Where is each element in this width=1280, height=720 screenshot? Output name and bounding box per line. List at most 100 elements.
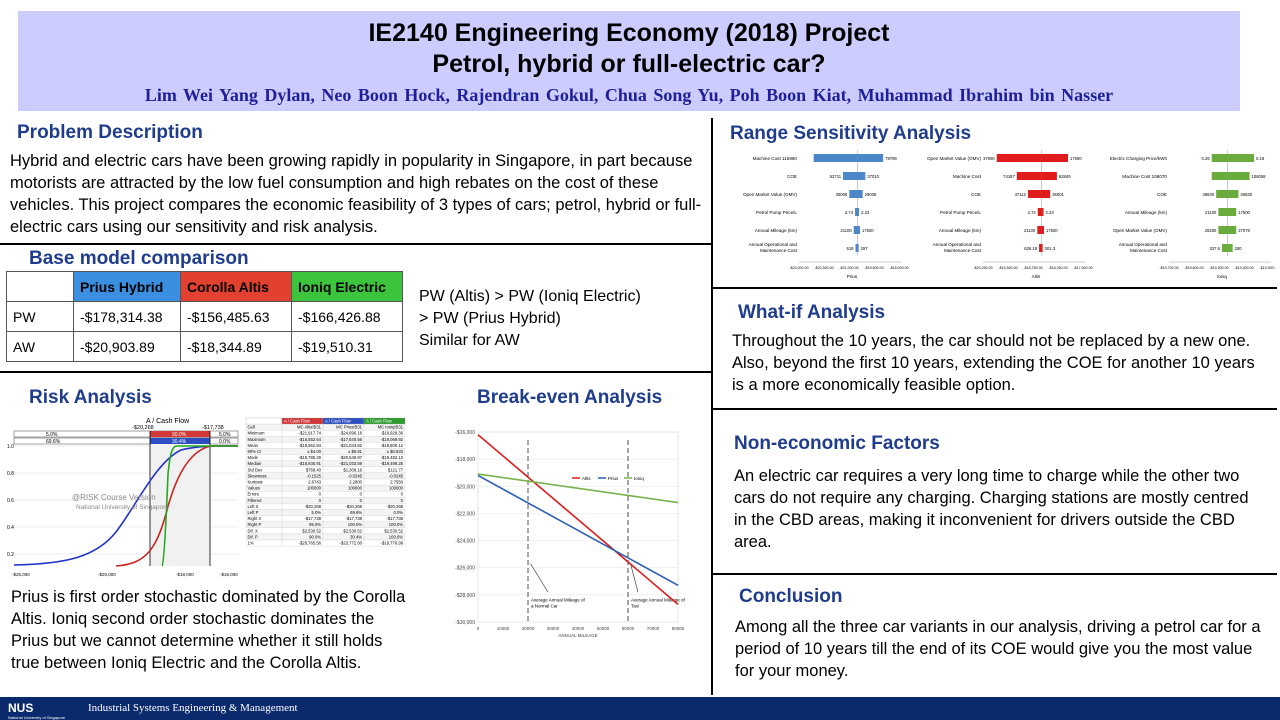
stats-cell-text: Std Dev <box>248 467 264 472</box>
stats-cell-text: 0 <box>401 492 404 497</box>
stats-cell <box>322 491 365 498</box>
risk-y-tick: 1.0 <box>7 444 14 450</box>
tornado-label: Maintenance Cost <box>760 248 798 253</box>
x-tick-label: 0 <box>477 626 480 631</box>
stats-cell-text: ± $6.81 <box>348 449 363 454</box>
tornado-bar <box>1041 226 1044 234</box>
stats-cell-text: 30.4% <box>350 534 362 539</box>
tornado-bar <box>1039 244 1042 252</box>
stats-cell-text: ± $0.633 <box>387 449 404 454</box>
stats-cell-text: 90% CI <box>248 449 262 454</box>
breakeven-heading: Break-even Analysis <box>477 387 663 408</box>
annotation-normal-car-2: a Normal Car <box>531 604 558 609</box>
divider-noneco <box>711 573 1277 575</box>
risk-y-tick: 0.2 <box>7 552 14 558</box>
series-line-altis <box>477 434 679 605</box>
tornado-bar <box>1027 190 1042 198</box>
stats-cell-text: Minimum <box>248 431 265 436</box>
risk-y-tick: 0.6 <box>7 498 14 504</box>
tornado-value: 36001 <box>1052 192 1064 197</box>
x-tick-label: 30000 <box>547 626 560 631</box>
risk-heading: Risk Analysis <box>29 387 152 408</box>
range-charts: Machine Cost 116960 78799 COE 53711 37010 Ope… <box>725 148 1279 284</box>
table-row: PW -$178,314.38 -$156,485.63 -$166,426.8… <box>6 301 403 332</box>
x-tick-label: 50000 <box>597 626 610 631</box>
stats-cell-text: Left X <box>248 504 259 509</box>
stats-cell-text: 0 <box>319 492 322 497</box>
tornado-value: 47112 <box>1015 192 1027 197</box>
tornado-panel <box>1095 148 1275 284</box>
y-tick-label: -$16,000 <box>455 430 475 436</box>
tornado-bar <box>1211 154 1228 162</box>
tornado-label: Machine Cost 116960 <box>753 156 798 161</box>
tornado-value: 17500 <box>862 228 874 233</box>
stats-cell-text: $769.40 <box>306 467 322 472</box>
tornado-title: Ioniq <box>1217 274 1227 279</box>
tornado-bar <box>857 154 884 162</box>
legend-label: Prius <box>608 476 619 481</box>
tornado-x-tick: -$18,750.00 <box>1023 266 1042 270</box>
series-line-ioniq <box>477 473 679 504</box>
risk-band-label: 5.0% <box>46 432 58 438</box>
x-tick-label: 70000 <box>647 626 660 631</box>
tornado-value: 17690 <box>1070 156 1082 161</box>
breakeven-svg: -$16,000 -$18,000 -$20,000 -$22,000 -$24,000… <box>455 430 685 638</box>
stats-cell-text: MC Ioniq!B31 <box>378 425 404 430</box>
tornado-bar <box>1037 208 1042 216</box>
stats-cell-text: $1,309.16 <box>343 467 362 472</box>
tornado-label: Annual Operational and <box>749 242 798 247</box>
tornado-bar <box>1041 208 1044 216</box>
tornado-value: 37690 <box>983 156 995 161</box>
tornado-bar <box>1218 208 1228 216</box>
divider-range <box>711 287 1277 289</box>
stats-cell-text: Skewness <box>248 473 267 478</box>
tornado-bar <box>857 244 859 252</box>
divider-whatif <box>711 408 1277 410</box>
stats-cell-text: -$20,268 <box>386 504 403 509</box>
tornado-bar <box>857 172 866 180</box>
whatif-heading: What-if Analysis <box>738 302 886 323</box>
tornado-value: 297 <box>861 246 869 251</box>
tornado-x-tick: -$19,400.00 <box>1234 266 1253 270</box>
stats-cell-text: -$21,033.59 <box>340 461 363 466</box>
tornado-bar <box>857 190 863 198</box>
tornado-label: Annual Mileage (km) <box>755 228 798 233</box>
tornado-x-tick: -$19,500.00 <box>864 266 883 270</box>
stats-cell-text: 100.0% <box>348 522 362 527</box>
tornado-value: 21100 <box>840 228 852 233</box>
tornado-x-tick: -$18,250.00 <box>1048 266 1067 270</box>
tornado-value: 0.18 <box>1256 156 1265 161</box>
divider-base <box>0 371 711 373</box>
stats-cell <box>281 497 324 504</box>
tornado-label: Annual Mileage (km) <box>1125 210 1168 215</box>
nus-logo-sub: National University of Singapore <box>8 715 66 720</box>
legend-label: Ioniq <box>634 476 644 481</box>
table-cell: -$20,903.89 <box>73 331 181 362</box>
ioniq-cdf-line <box>161 445 238 567</box>
stats-header-text: A / Cash Flow <box>284 419 311 424</box>
tornado-x-tick: -$17,500.00 <box>1073 266 1092 270</box>
stats-cell-text: 1% <box>248 541 254 546</box>
title-banner: IE2140 Engineering Economy (2018) Projec… <box>18 11 1240 111</box>
tornado-label: Machine Cost <box>953 174 982 179</box>
center-divider <box>711 118 713 695</box>
annotation-taxi-2: Taxi <box>631 604 639 609</box>
stats-cell-text: -$17,738 <box>386 516 403 521</box>
stats-cell-text: -$19,482.13 <box>381 455 404 460</box>
x-axis-label: ANNUAL MILEAGE <box>558 633 597 638</box>
base-comparison-table: Prius Hybrid Corolla Altis Ioniq Electri… <box>6 271 403 362</box>
stats-cell <box>281 491 324 498</box>
stats-cell-text: 95.0% <box>309 522 321 527</box>
tornado-bar <box>1016 172 1042 180</box>
tornado-value: 618 <box>847 246 855 251</box>
y-tick-label: -$28,000 <box>455 593 475 599</box>
tornado-value: 29008 <box>865 192 877 197</box>
stats-cell-text: 100000 <box>307 486 322 491</box>
conclusion-heading: Conclusion <box>739 586 843 607</box>
footer-dept: Industrial Systems Engineering & Managem… <box>88 702 298 714</box>
tornado-bar <box>1037 226 1042 234</box>
tornado-bar <box>1041 154 1069 162</box>
stats-header-text: A / Cash Flow <box>366 419 393 424</box>
tornado-bar <box>857 208 860 216</box>
stats-cell-text: 5.0% <box>311 510 321 515</box>
